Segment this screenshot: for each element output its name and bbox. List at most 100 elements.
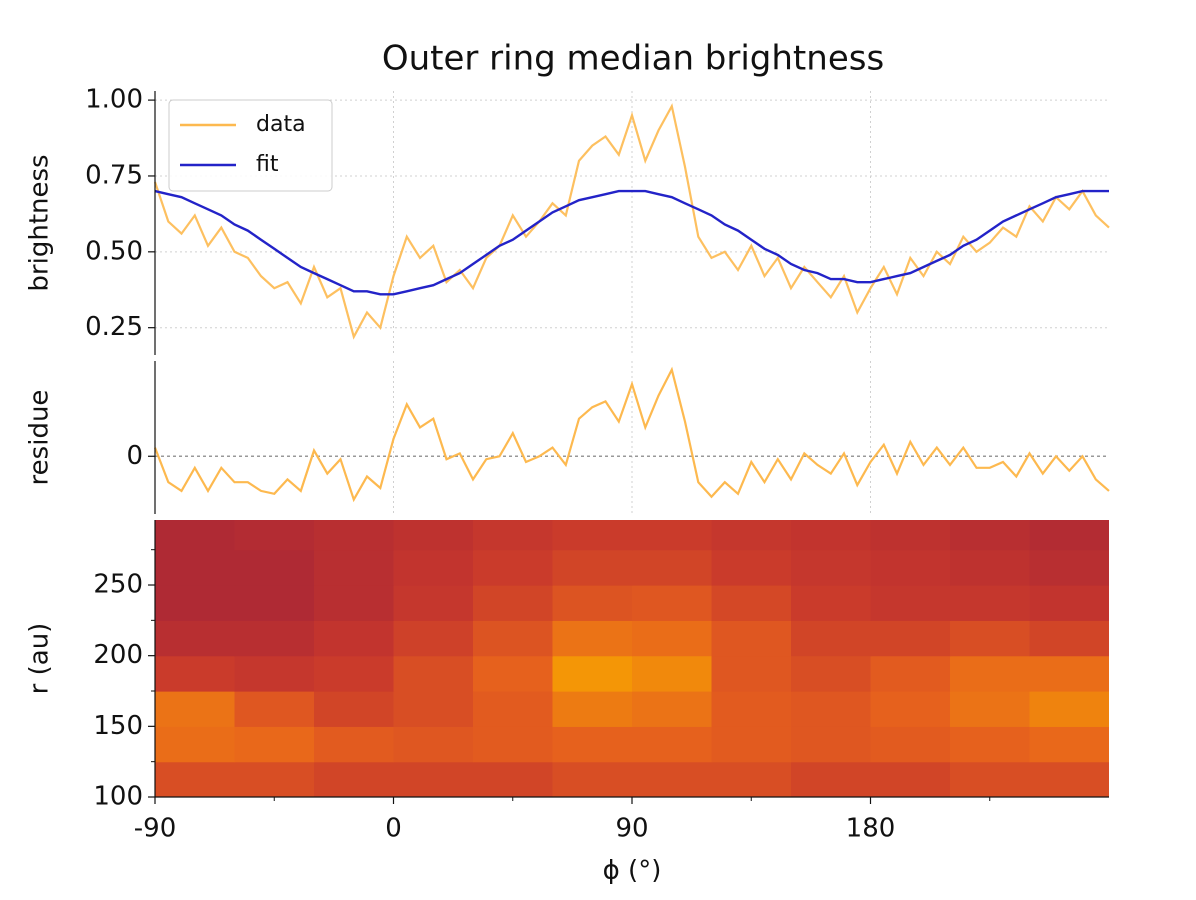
heatmap-cell bbox=[314, 726, 395, 763]
heatmap-cell bbox=[552, 655, 633, 692]
heatmap-cell bbox=[552, 691, 633, 727]
heatmap-cell bbox=[155, 726, 236, 763]
heatmap-cell bbox=[155, 655, 236, 692]
heatmap-cell bbox=[711, 655, 792, 692]
heatmap-cell bbox=[632, 726, 713, 763]
heatmap-cell bbox=[791, 520, 872, 551]
heatmap-cell bbox=[711, 620, 792, 657]
heatmap-cell bbox=[314, 520, 395, 551]
heatmap-cell bbox=[950, 620, 1031, 657]
series-line bbox=[153, 103, 1110, 340]
heatmap-cell bbox=[791, 585, 872, 621]
heatmap-cell bbox=[870, 691, 951, 727]
heatmap-cell bbox=[632, 655, 713, 692]
heatmap-cell bbox=[632, 691, 713, 727]
heatmap-cell bbox=[791, 761, 872, 797]
heatmap-cell bbox=[950, 691, 1031, 727]
heatmap-cell bbox=[870, 655, 951, 692]
y-tick-label: 1.00 bbox=[85, 85, 143, 115]
heatmap-cell bbox=[711, 691, 792, 727]
y-axis-label: r (au) bbox=[25, 623, 55, 695]
heatmap-cell bbox=[234, 655, 315, 692]
heatmap-cell bbox=[155, 549, 236, 586]
heatmap-cell bbox=[791, 549, 872, 586]
heatmap-cell bbox=[632, 761, 713, 797]
heatmap-cell bbox=[711, 549, 792, 586]
heatmap-cell bbox=[1029, 585, 1109, 621]
heatmap-cell bbox=[234, 585, 315, 621]
heatmap-cell bbox=[473, 761, 554, 797]
heatmap-cell bbox=[950, 549, 1031, 586]
chart-title: Outer ring median brightness bbox=[382, 39, 884, 79]
heatmap-cell bbox=[711, 520, 792, 551]
heatmap-cell bbox=[950, 585, 1031, 621]
heatmap-cell bbox=[1029, 549, 1109, 586]
y-tick-label: 0.25 bbox=[85, 312, 143, 342]
y-tick-label: 0.50 bbox=[85, 236, 143, 266]
heatmap-cell bbox=[1029, 726, 1109, 763]
heatmap-cell bbox=[711, 726, 792, 763]
heatmap-cell bbox=[870, 585, 951, 621]
heatmap-cell bbox=[632, 585, 713, 621]
heatmap-cell bbox=[473, 585, 554, 621]
heatmap-cell bbox=[632, 549, 713, 586]
heatmap-cell bbox=[870, 520, 951, 551]
heatmap-cell bbox=[234, 520, 315, 551]
heatmap-cell bbox=[314, 691, 395, 727]
y-tick-label: 250 bbox=[93, 570, 143, 600]
heatmap-cell bbox=[155, 520, 236, 551]
x-tick-label: 180 bbox=[846, 814, 896, 844]
y-axis-label: brightness bbox=[25, 154, 55, 291]
heatmap-cell bbox=[314, 585, 395, 621]
heatmap-cell bbox=[632, 620, 713, 657]
heatmap-cell bbox=[552, 585, 633, 621]
heatmap-cell bbox=[552, 549, 633, 586]
heatmap-cell bbox=[1029, 761, 1109, 797]
heatmap-cell bbox=[1029, 620, 1109, 657]
heatmap-cell bbox=[314, 761, 395, 797]
heatmap-cell bbox=[870, 620, 951, 657]
heatmap-cell bbox=[155, 585, 236, 621]
heatmap-cell bbox=[234, 761, 315, 797]
heatmap-cell bbox=[632, 520, 713, 551]
heatmap-cell bbox=[234, 620, 315, 657]
series-line bbox=[154, 189, 1109, 296]
heatmap-cell bbox=[314, 620, 395, 657]
heatmap-cell bbox=[234, 726, 315, 763]
heatmap-cell bbox=[314, 549, 395, 586]
heatmap bbox=[155, 520, 1109, 797]
heatmap-cell bbox=[552, 726, 633, 763]
heatmap-cell bbox=[473, 691, 554, 727]
heatmap-cell bbox=[791, 655, 872, 692]
heatmap-cell bbox=[552, 620, 633, 657]
heatmap-cell bbox=[473, 726, 554, 763]
heatmap-cell bbox=[950, 520, 1031, 551]
heatmap-cell bbox=[473, 549, 554, 586]
heatmap-cell bbox=[393, 520, 474, 551]
heatmap-cell bbox=[393, 761, 474, 797]
heatmap-cell bbox=[791, 620, 872, 657]
y-axis-label: residue bbox=[25, 390, 55, 486]
y-tick-label: 200 bbox=[93, 640, 143, 670]
heatmap-cell bbox=[473, 655, 554, 692]
heatmap-cell bbox=[950, 761, 1031, 797]
x-tick-label: 0 bbox=[385, 814, 402, 844]
heatmap-cell bbox=[234, 549, 315, 586]
heatmap-cell bbox=[473, 520, 554, 551]
heatmap-cell bbox=[393, 585, 474, 621]
heatmap-cell bbox=[950, 655, 1031, 692]
heatmap-cell bbox=[870, 726, 951, 763]
heatmap-cell bbox=[791, 726, 872, 763]
heatmap-cell bbox=[393, 726, 474, 763]
heatmap-cell bbox=[155, 620, 236, 657]
heatmap-cell bbox=[711, 585, 792, 621]
heatmap-cell bbox=[870, 761, 951, 797]
heatmap-cell bbox=[393, 655, 474, 692]
heatmap-cell bbox=[314, 655, 395, 692]
heatmap-cell bbox=[791, 691, 872, 727]
heatmap-cell bbox=[393, 549, 474, 586]
heatmap-cell bbox=[1029, 691, 1109, 727]
x-tick-label: -90 bbox=[134, 814, 176, 844]
heatmap-cell bbox=[1029, 655, 1109, 692]
x-tick-label: 90 bbox=[615, 814, 648, 844]
